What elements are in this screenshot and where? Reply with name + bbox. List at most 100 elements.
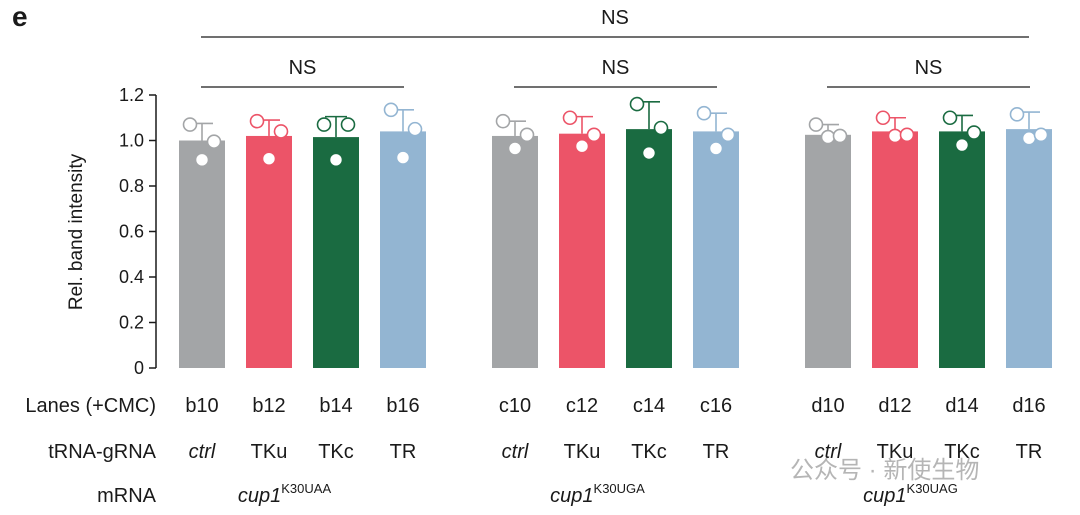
lane-label-d16: d16 (1012, 395, 1045, 417)
data-point-b10 (194, 152, 210, 168)
y-tick-label: 1.0 (119, 131, 144, 151)
data-point-d16 (1033, 127, 1049, 143)
trna-label-d12: TKu (877, 441, 914, 463)
row-label-trna: tRNA-gRNA (48, 441, 156, 463)
bar-c16 (693, 131, 739, 368)
y-tick-label: 0 (134, 358, 144, 378)
bar-d16 (1006, 129, 1052, 368)
data-point-b16 (383, 102, 399, 118)
trna-label-c12: TKu (564, 441, 601, 463)
data-point-b10 (206, 134, 222, 149)
data-point-c16 (708, 141, 724, 156)
mrna-label-group-3: cup1K30UAG (863, 481, 958, 507)
data-point-d16 (1009, 107, 1025, 122)
data-point-c14 (653, 120, 669, 136)
overall-significance: NS (601, 7, 629, 29)
trna-label-d16: TR (1016, 441, 1043, 463)
lane-label-d14: d14 (945, 395, 978, 417)
mrna-label-group-2: cup1K30UGA (550, 481, 645, 507)
y-tick-label: 0.6 (119, 222, 144, 242)
y-tick-label: 0.8 (119, 176, 144, 196)
lane-label-b10: b10 (185, 395, 218, 417)
data-point-c14 (629, 96, 645, 112)
data-point-d12 (899, 127, 915, 143)
bar-b10 (179, 140, 225, 368)
data-point-d12 (887, 128, 903, 144)
trna-label-b16: TR (390, 441, 417, 463)
trna-label-b14: TKc (318, 441, 354, 463)
data-point-b16 (395, 150, 411, 165)
data-point-b12 (261, 151, 277, 166)
trna-label-c10: ctrl (502, 441, 529, 463)
data-point-d10 (808, 117, 824, 132)
lane-label-c16: c16 (700, 395, 732, 417)
data-point-c12 (574, 138, 590, 154)
data-point-b10 (182, 117, 198, 132)
bars-layer (179, 96, 1052, 368)
mrna-name: cup1 (238, 485, 281, 507)
y-tick-label: 1.2 (119, 85, 144, 105)
panel-label: e (12, 1, 28, 32)
y-tick-label: 0.2 (119, 313, 144, 333)
y-axis-label: Rel. band intensity (66, 153, 87, 310)
group-significance-2: NS (602, 57, 630, 79)
bar-d14 (939, 131, 985, 368)
lane-label-c14: c14 (633, 395, 665, 417)
trna-label-d10: ctrl (815, 441, 842, 463)
bar-d12 (872, 131, 918, 368)
mrna-superscript: K30UGA (594, 481, 646, 496)
y-tick-label: 0.4 (119, 267, 144, 287)
bar-d10 (805, 134, 851, 368)
data-point-d12 (875, 110, 891, 126)
mrna-label-group-1: cup1K30UAA (238, 481, 332, 507)
trna-label-d14: TKc (944, 441, 980, 463)
bar-b12 (246, 135, 292, 368)
lane-label-b16: b16 (386, 395, 419, 417)
data-point-c16 (696, 105, 712, 121)
data-point-c14 (641, 145, 657, 161)
data-point-c10 (507, 141, 523, 156)
data-point-d10 (832, 128, 848, 144)
data-point-d14 (942, 110, 958, 126)
data-point-c12 (586, 127, 602, 143)
mrna-superscript: K30UAA (281, 481, 331, 496)
trna-label-c14: TKc (631, 441, 667, 463)
lane-label-b14: b14 (319, 395, 352, 417)
lane-label-d12: d12 (878, 395, 911, 417)
trna-label-b12: TKu (251, 441, 288, 463)
data-point-b14 (328, 152, 344, 168)
data-point-c12 (562, 110, 578, 126)
data-point-d14 (966, 125, 982, 140)
group-significance-1: NS (289, 57, 317, 79)
y-axis: 0 0.2 0.4 0.6 0.8 1.0 1.2 (119, 85, 157, 378)
data-point-b14 (316, 117, 332, 132)
lane-label-d10: d10 (811, 395, 844, 417)
data-point-d10 (820, 129, 836, 145)
data-point-c16 (720, 127, 736, 143)
row-label-lanes: Lanes (+CMC) (25, 395, 156, 417)
data-point-c10 (495, 113, 511, 129)
group-significance-3: NS (915, 57, 943, 79)
bar-c12 (559, 133, 605, 368)
watermark: 公众号 · 新使生物 (790, 457, 979, 484)
bar-b14 (313, 137, 359, 368)
mrna-name: cup1 (863, 485, 906, 507)
row-label-mrna: mRNA (97, 485, 157, 507)
significance-layer: NS NS NS NS (201, 7, 1030, 88)
lane-label-b12: b12 (252, 395, 285, 417)
data-point-c10 (519, 127, 535, 143)
mrna-name: cup1 (550, 485, 593, 507)
trna-label-c16: TR (703, 441, 730, 463)
data-point-b12 (273, 124, 289, 139)
data-point-d14 (954, 137, 970, 153)
bar-c10 (492, 135, 538, 368)
mrna-superscript: K30UAG (907, 481, 958, 496)
data-point-b12 (249, 113, 265, 129)
trna-label-b10: ctrl (189, 441, 216, 463)
data-point-b16 (407, 121, 423, 137)
data-point-d16 (1021, 130, 1037, 146)
category-labels-layer: b10ctrlb12TKub14TKcb16TRcup1K30UAAc10ctr… (185, 395, 1045, 507)
lane-label-c10: c10 (499, 395, 531, 417)
bar-c14 (626, 129, 672, 368)
